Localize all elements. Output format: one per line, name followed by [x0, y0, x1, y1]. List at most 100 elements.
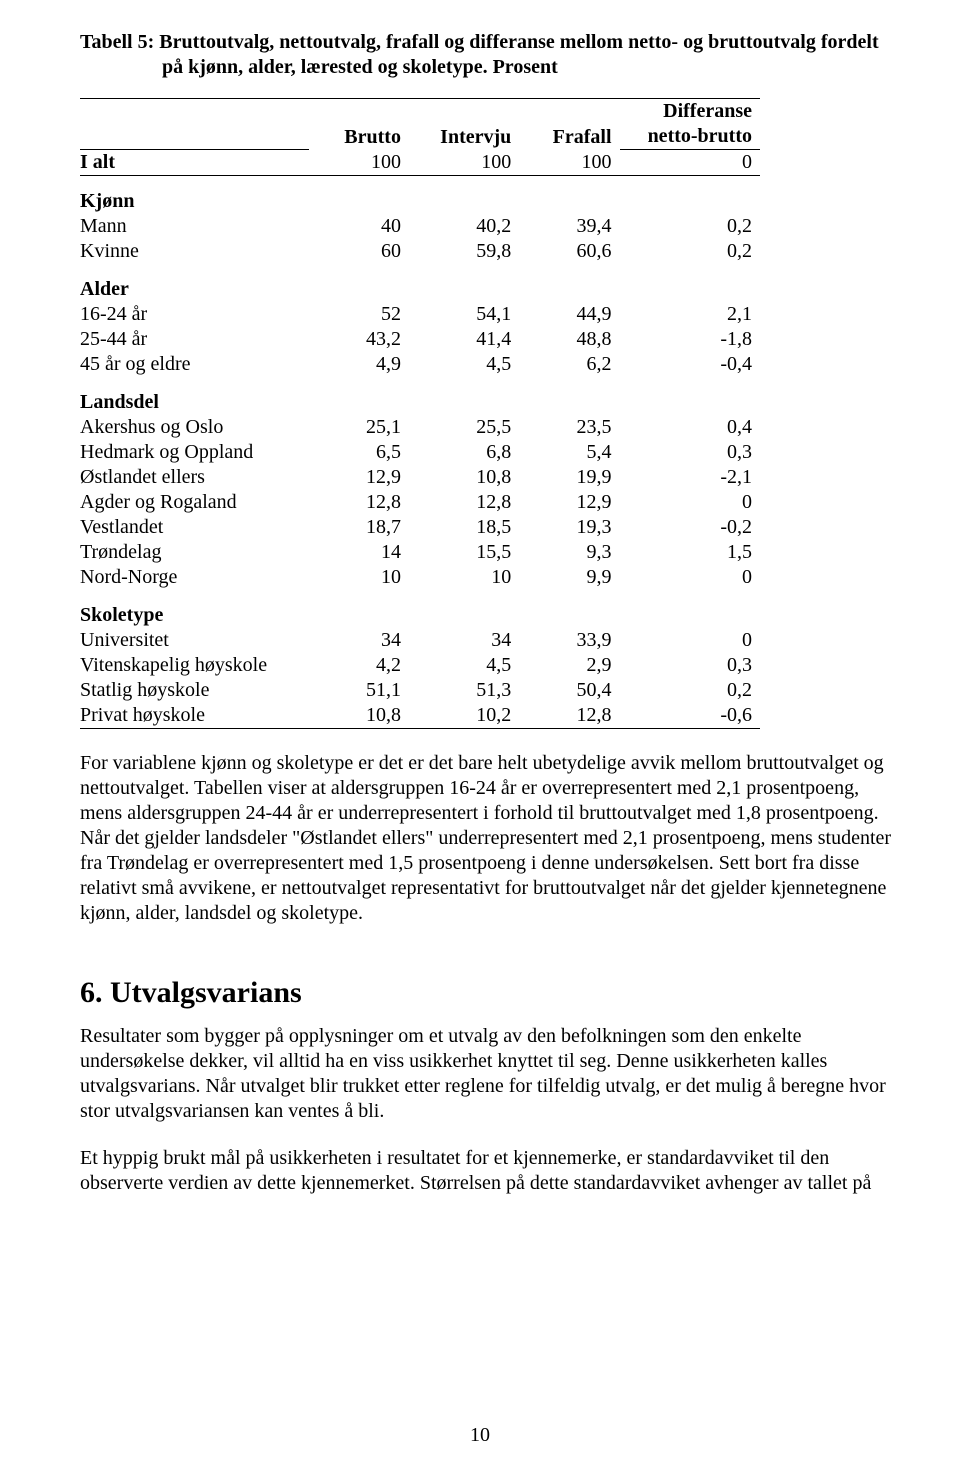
- row-s4-i: 10,2: [409, 703, 519, 729]
- row-l1-label: Akershus og Oslo: [80, 415, 309, 440]
- row-mann-b: 40: [309, 214, 409, 239]
- row-mann-d: 0,2: [620, 214, 760, 239]
- caption-line-1: Tabell 5: Bruttoutvalg, nettoutvalg, fra…: [80, 31, 879, 53]
- row-s3-d: 0,2: [620, 678, 760, 703]
- header-blank: [80, 99, 309, 125]
- row-l2-f: 5,4: [519, 440, 619, 465]
- row-kvinne-f: 60,6: [519, 239, 619, 264]
- row-l3-d: -2,1: [620, 465, 760, 490]
- row-l6-i: 15,5: [409, 540, 519, 565]
- row-l5-d: -0,2: [620, 515, 760, 540]
- row-s3-b: 51,1: [309, 678, 409, 703]
- row-l6-b: 14: [309, 540, 409, 565]
- row-s1-b: 34: [309, 628, 409, 653]
- row-l1-d: 0,4: [620, 415, 760, 440]
- row-a16-i: 54,1: [409, 302, 519, 327]
- header-blank-2: [80, 124, 309, 150]
- row-ialt-b: 100: [309, 150, 409, 176]
- row-l4-f: 12,9: [519, 490, 619, 515]
- row-l2-b: 6,5: [309, 440, 409, 465]
- row-l6-label: Trøndelag: [80, 540, 309, 565]
- col-intervju: Intervju: [409, 99, 519, 150]
- row-l5-label: Vestlandet: [80, 515, 309, 540]
- row-s2-d: 0,3: [620, 653, 760, 678]
- row-s4-d: -0,6: [620, 703, 760, 729]
- row-s4-b: 10,8: [309, 703, 409, 729]
- row-s1-i: 34: [409, 628, 519, 653]
- row-s2-label: Vitenskapelig høyskole: [80, 653, 309, 678]
- col-frafall: Frafall: [519, 99, 619, 150]
- row-l5-i: 18,5: [409, 515, 519, 540]
- row-mann-f: 39,4: [519, 214, 619, 239]
- section-heading: 6. Utvalgsvarians: [80, 976, 895, 1010]
- row-l5-f: 19,3: [519, 515, 619, 540]
- row-mann-label: Mann: [80, 214, 309, 239]
- row-l7-i: 10: [409, 565, 519, 590]
- row-ialt-d: 0: [620, 150, 760, 176]
- row-l1-b: 25,1: [309, 415, 409, 440]
- row-a16-d: 2,1: [620, 302, 760, 327]
- row-mann-i: 40,2: [409, 214, 519, 239]
- row-l4-label: Agder og Rogaland: [80, 490, 309, 515]
- row-l1-i: 25,5: [409, 415, 519, 440]
- row-s1-label: Universitet: [80, 628, 309, 653]
- row-a25-f: 48,8: [519, 327, 619, 352]
- row-a45-b: 4,9: [309, 352, 409, 377]
- col-diff-1: Differanse: [620, 99, 760, 125]
- row-l3-i: 10,8: [409, 465, 519, 490]
- row-l6-f: 9,3: [519, 540, 619, 565]
- row-l3-b: 12,9: [309, 465, 409, 490]
- section-skoletype: Skoletype: [80, 590, 760, 628]
- row-a45-f: 6,2: [519, 352, 619, 377]
- row-l2-i: 6,8: [409, 440, 519, 465]
- page-number: 10: [0, 1424, 960, 1447]
- section-landsdel: Landsdel: [80, 377, 760, 415]
- row-ialt-i: 100: [409, 150, 519, 176]
- col-diff-2: netto-brutto: [620, 124, 760, 150]
- row-s3-label: Statlig høyskole: [80, 678, 309, 703]
- row-a25-b: 43,2: [309, 327, 409, 352]
- row-a25-i: 41,4: [409, 327, 519, 352]
- section-alder: Alder: [80, 264, 760, 302]
- row-a45-d: -0,4: [620, 352, 760, 377]
- table-caption: Tabell 5: Bruttoutvalg, nettoutvalg, fra…: [80, 30, 895, 80]
- row-l4-d: 0: [620, 490, 760, 515]
- caption-line-2: på kjønn, alder, lærested og skoletype. …: [80, 55, 895, 80]
- row-s2-b: 4,2: [309, 653, 409, 678]
- row-l2-label: Hedmark og Oppland: [80, 440, 309, 465]
- row-l2-d: 0,3: [620, 440, 760, 465]
- row-l7-f: 9,9: [519, 565, 619, 590]
- row-a16-b: 52: [309, 302, 409, 327]
- row-ialt-f: 100: [519, 150, 619, 176]
- row-a45-label: 45 år og eldre: [80, 352, 309, 377]
- document-page: Tabell 5: Bruttoutvalg, nettoutvalg, fra…: [0, 0, 960, 1465]
- row-a16-f: 44,9: [519, 302, 619, 327]
- row-kvinne-label: Kvinne: [80, 239, 309, 264]
- paragraph-1: For variablene kjønn og skoletype er det…: [80, 751, 895, 926]
- row-kvinne-b: 60: [309, 239, 409, 264]
- row-l3-label: Østlandet ellers: [80, 465, 309, 490]
- row-s4-label: Privat høyskole: [80, 703, 309, 729]
- row-s3-f: 50,4: [519, 678, 619, 703]
- row-kvinne-i: 59,8: [409, 239, 519, 264]
- row-l6-d: 1,5: [620, 540, 760, 565]
- row-l7-label: Nord-Norge: [80, 565, 309, 590]
- row-a25-label: 25-44 år: [80, 327, 309, 352]
- row-l5-b: 18,7: [309, 515, 409, 540]
- row-l4-i: 12,8: [409, 490, 519, 515]
- row-l3-f: 19,9: [519, 465, 619, 490]
- row-l7-b: 10: [309, 565, 409, 590]
- row-s1-d: 0: [620, 628, 760, 653]
- row-a25-d: -1,8: [620, 327, 760, 352]
- row-kvinne-d: 0,2: [620, 239, 760, 264]
- row-a16-label: 16-24 år: [80, 302, 309, 327]
- row-s2-i: 4,5: [409, 653, 519, 678]
- data-table: Brutto Intervju Frafall Differanse netto…: [80, 98, 760, 729]
- section-kjonn: Kjønn: [80, 176, 760, 215]
- row-s2-f: 2,9: [519, 653, 619, 678]
- col-brutto: Brutto: [309, 99, 409, 150]
- row-l1-f: 23,5: [519, 415, 619, 440]
- row-l4-b: 12,8: [309, 490, 409, 515]
- row-s3-i: 51,3: [409, 678, 519, 703]
- row-s1-f: 33,9: [519, 628, 619, 653]
